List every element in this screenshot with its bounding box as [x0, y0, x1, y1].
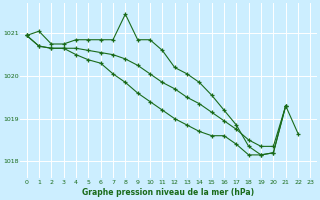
X-axis label: Graphe pression niveau de la mer (hPa): Graphe pression niveau de la mer (hPa) [83, 188, 255, 197]
